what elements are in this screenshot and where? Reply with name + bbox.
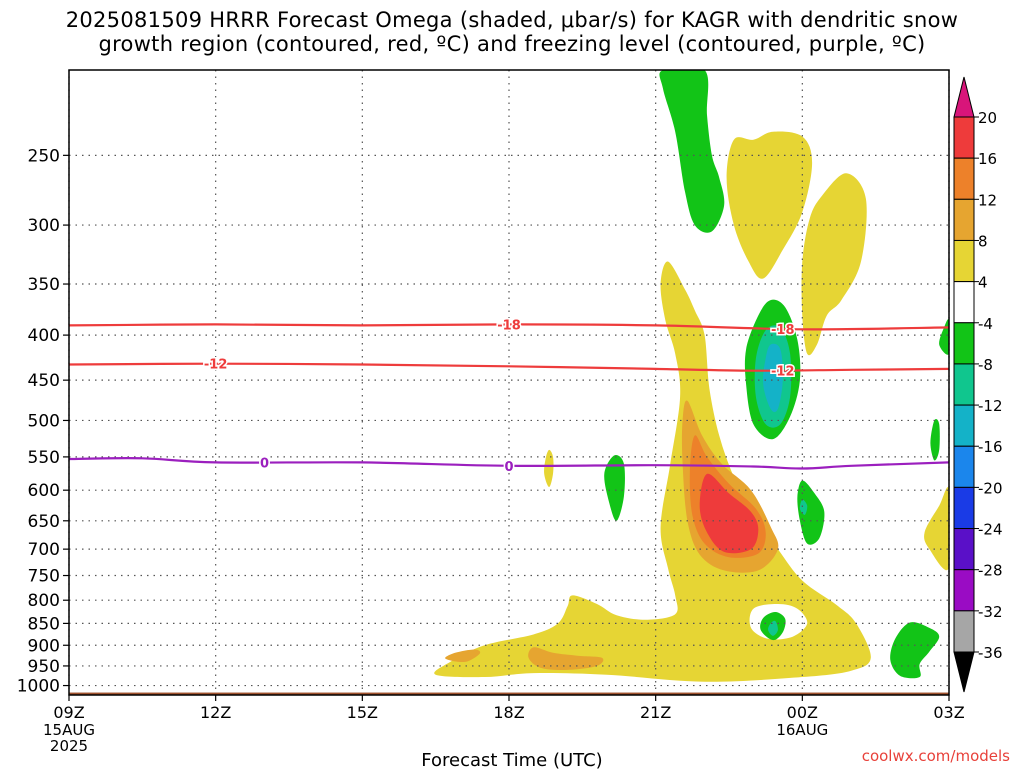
colorbar-label: -36 bbox=[978, 644, 1003, 662]
x-tick-label: 03Z bbox=[933, 703, 964, 722]
y-tick-label: 500 bbox=[28, 411, 60, 431]
x-tick-label: 15Z bbox=[347, 703, 378, 722]
y-tick-label: 450 bbox=[28, 371, 60, 391]
y-tick-label: 550 bbox=[28, 448, 60, 468]
x-axis-label: Forecast Time (UTC) bbox=[421, 750, 603, 771]
omega-region bbox=[544, 449, 554, 487]
colorbar-label: -4 bbox=[978, 315, 993, 333]
x-tick-sublabel: 16AUG bbox=[776, 721, 828, 739]
contour-label: -18 bbox=[497, 318, 521, 333]
omega-region bbox=[763, 343, 783, 413]
contour-label: -12 bbox=[204, 358, 228, 373]
y-tick-label: 750 bbox=[28, 567, 60, 587]
colorbar-label: 8 bbox=[978, 232, 988, 250]
omega-region bbox=[890, 622, 940, 679]
contour-label: -18 bbox=[771, 323, 795, 338]
omega-region bbox=[726, 131, 813, 279]
omega-region bbox=[659, 70, 725, 233]
omega-region bbox=[528, 647, 604, 671]
colorbar-label: -28 bbox=[978, 562, 1003, 580]
omega-region bbox=[799, 499, 808, 515]
colorbar-bin bbox=[953, 157, 975, 200]
y-tick-label: 900 bbox=[28, 636, 60, 656]
axes: 2503003504004505005506006507007508008509… bbox=[17, 69, 965, 755]
colorbar-bin bbox=[953, 486, 975, 530]
y-tick-label: 650 bbox=[28, 512, 60, 532]
contour-line bbox=[68, 457, 950, 470]
colorbar-bin bbox=[953, 239, 975, 283]
contours: -18 -18 -12 -12 0 0 bbox=[68, 317, 950, 476]
colorbar-label: 12 bbox=[978, 191, 997, 209]
contour-label: 0 bbox=[260, 456, 269, 471]
source-credit: coolwx.com/models bbox=[861, 747, 1010, 765]
y-tick-label: 350 bbox=[28, 275, 60, 295]
chart-title-line-1: 2025081509 HRRR Forecast Omega (shaded, … bbox=[65, 8, 959, 32]
colorbar-label: -8 bbox=[978, 356, 993, 374]
y-tick-label: 850 bbox=[28, 614, 60, 634]
colorbar-bin bbox=[953, 404, 975, 447]
y-tick-label: 600 bbox=[28, 481, 60, 501]
colorbar-label: -32 bbox=[978, 603, 1003, 621]
ground bbox=[69, 692, 949, 695]
ground-strip bbox=[69, 692, 949, 695]
y-tick-label: 300 bbox=[28, 216, 60, 236]
shading-clip-group bbox=[434, 70, 949, 682]
colorbar: 20 16 12 8 4 -4 -8 -12 -16 -20 -24 -28 -32 -36 bbox=[953, 76, 1003, 693]
y-tick-label: 700 bbox=[28, 540, 60, 560]
omega-region bbox=[434, 261, 871, 682]
omega-region bbox=[930, 419, 940, 461]
colorbar-bin bbox=[953, 116, 975, 159]
colorbar-label: -12 bbox=[978, 397, 1003, 415]
colorbar-label: 16 bbox=[978, 150, 997, 168]
x-tick-sublabel: 2025 bbox=[50, 737, 88, 755]
x-tick-label: 12Z bbox=[200, 703, 231, 722]
x-tick-label: 09Z bbox=[53, 703, 84, 722]
colorbar-label: -24 bbox=[978, 521, 1003, 539]
colorbar-bin bbox=[953, 569, 975, 612]
contour-line bbox=[68, 362, 950, 372]
omega-region bbox=[924, 487, 949, 571]
colorbar-bin bbox=[953, 363, 975, 406]
colorbar-label: 4 bbox=[978, 274, 988, 292]
omega-region bbox=[801, 173, 867, 356]
colorbar-bottom-arrow bbox=[953, 651, 975, 693]
y-tick-label: 800 bbox=[28, 591, 60, 611]
x-tick-label: 00Z bbox=[787, 703, 818, 722]
colorbar-bin bbox=[953, 610, 975, 653]
contour-label: 0 bbox=[504, 460, 513, 475]
x-tick-sublabel: 15AUG bbox=[43, 721, 95, 739]
contour-line bbox=[68, 323, 950, 331]
omega-region bbox=[699, 473, 759, 554]
colorbar-label: -20 bbox=[978, 479, 1003, 497]
omega-region bbox=[768, 620, 778, 636]
colorbar-bin bbox=[953, 528, 975, 571]
omega-shading bbox=[434, 70, 949, 682]
colorbar-bin bbox=[953, 198, 975, 241]
y-tick-label: 950 bbox=[28, 657, 60, 677]
y-tick-label: 400 bbox=[28, 326, 60, 346]
omega-region bbox=[445, 649, 481, 663]
colorbar-bin bbox=[953, 445, 975, 488]
y-tick-label: 1000 bbox=[17, 677, 60, 697]
chart-title-line-2: growth region (contoured, red, ºC) and f… bbox=[98, 32, 926, 56]
colorbar-label: -16 bbox=[978, 438, 1003, 456]
omega-region bbox=[604, 455, 625, 521]
x-tick-label: 21Z bbox=[640, 703, 671, 722]
colorbar-bin bbox=[953, 281, 975, 324]
x-tick-label: 18Z bbox=[493, 703, 524, 722]
colorbar-label: 20 bbox=[978, 109, 997, 127]
y-tick-label: 250 bbox=[28, 146, 60, 166]
omega-region bbox=[797, 480, 825, 545]
colorbar-top-arrow bbox=[953, 76, 975, 118]
contour-label: -12 bbox=[771, 364, 795, 379]
colorbar-bin bbox=[953, 322, 975, 365]
